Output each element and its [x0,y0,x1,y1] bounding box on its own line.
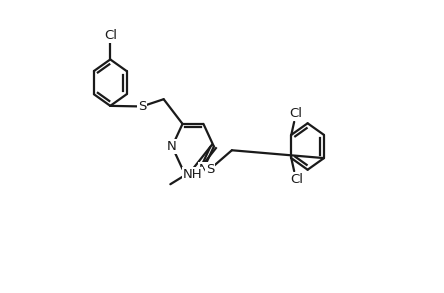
Text: S: S [206,163,214,176]
Text: NH: NH [182,168,202,180]
Text: N: N [198,163,208,176]
Text: S: S [138,100,146,113]
Text: N: N [167,140,177,153]
Text: Cl: Cl [104,29,117,42]
Text: Cl: Cl [290,173,303,186]
Text: Cl: Cl [289,107,302,120]
